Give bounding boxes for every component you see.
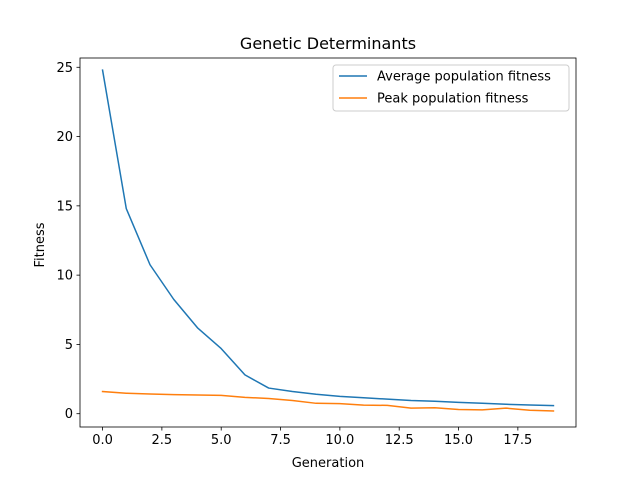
y-tick-label: 5 — [65, 338, 73, 353]
legend: Average population fitness Peak populatio… — [332, 64, 570, 112]
y-tick-label: 0 — [65, 407, 73, 422]
x-tick-label: 15.0 — [444, 433, 473, 448]
series-line-2 — [101, 390, 555, 412]
chart-title: Genetic Determinants — [240, 34, 416, 53]
y-tick-label: 20 — [56, 130, 73, 145]
series-line-1 — [101, 69, 555, 407]
y-axis-label: Fitness — [33, 222, 48, 267]
plot-frame — [79, 57, 577, 428]
x-tick-label: 0.0 — [92, 433, 113, 448]
legend-box — [332, 64, 570, 112]
x-axis-label: Generation — [292, 456, 365, 471]
x-tick-label: 2.5 — [152, 433, 173, 448]
y-tick-label: 10 — [56, 269, 73, 284]
x-tick-label: 7.5 — [270, 433, 291, 448]
plot-area: 0.0 2.5 5.0 7.5 10.0 12.5 15.0 17.5 0 5 10 15 20 25 — [56, 57, 577, 448]
x-tick-label: 12.5 — [385, 433, 414, 448]
x-tick-label: 17.5 — [503, 433, 532, 448]
legend-label-2: Peak population fitness — [377, 92, 529, 107]
legend-label-1: Average population fitness — [377, 70, 551, 85]
x-tick-label: 10.0 — [325, 433, 354, 448]
x-tick-label: 5.0 — [211, 433, 232, 448]
y-tick-label: 15 — [56, 199, 73, 214]
y-tick-label: 25 — [56, 61, 73, 76]
